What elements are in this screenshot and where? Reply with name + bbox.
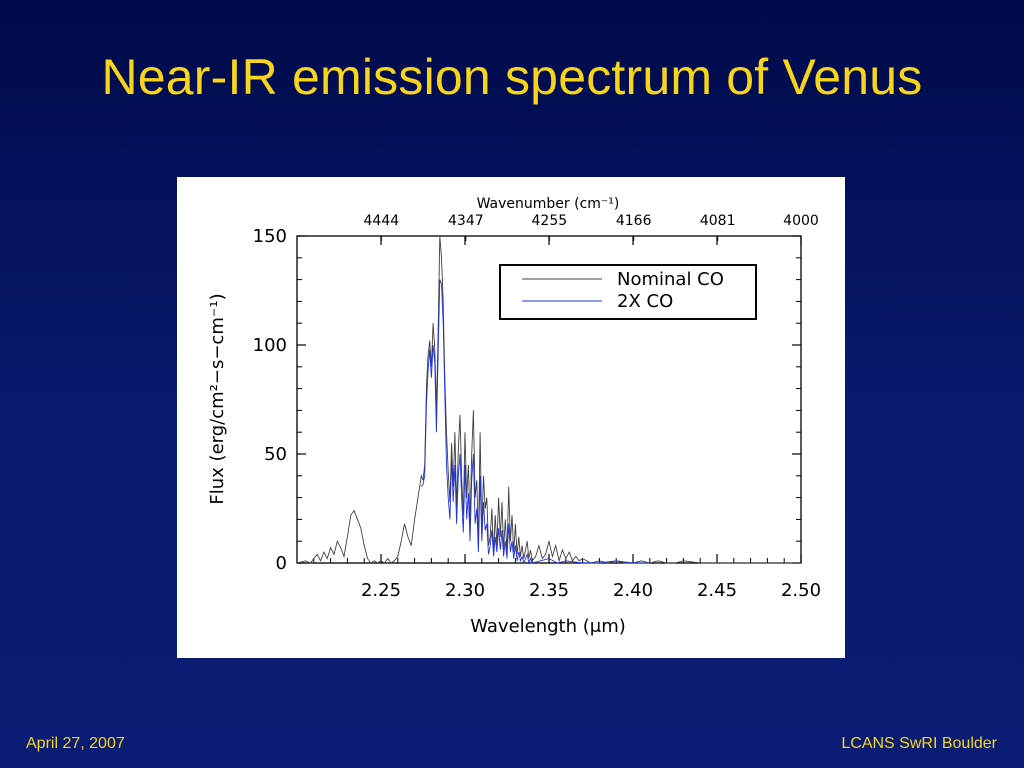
top-axis-label: Wavenumber (cm⁻¹) <box>477 196 620 212</box>
slide-title: Near-IR emission spectrum of Venus <box>101 49 923 105</box>
series-line-nominal-co <box>296 235 801 564</box>
series-group <box>296 235 801 565</box>
y-tick-label: 150 <box>253 226 287 247</box>
x-tick-label: 2.45 <box>697 580 737 601</box>
top-tick-label: 4444 <box>364 213 400 229</box>
legend-box <box>499 264 757 320</box>
legend-label-2x: 2X CO <box>617 291 673 312</box>
top-tick-label: 4166 <box>616 213 652 229</box>
y-axis-label: Flux (erg/cm²−s−cm⁻¹) <box>207 293 228 504</box>
x-tick-label: 2.30 <box>445 580 485 601</box>
spectrum-chart: 2.25 2.30 2.35 2.40 2.45 2.50 4444 4347 4255 4166… <box>207 196 821 637</box>
top-tick-label: 4347 <box>448 213 484 229</box>
footer-date: April 27, 2007 <box>26 735 125 752</box>
top-tick-label: 4000 <box>783 213 819 229</box>
legend: Nominal CO 2X CO <box>499 264 757 320</box>
series-line-2x-co <box>420 279 650 565</box>
axis-ticks: 2.25 2.30 2.35 2.40 2.45 2.50 4444 4347 4255 4166… <box>253 213 821 601</box>
y-tick-label: 0 <box>276 553 287 574</box>
x-tick-label: 2.35 <box>529 580 569 601</box>
footer-organization: LCANS SwRI Boulder <box>841 735 997 752</box>
chart-frame: 2.25 2.30 2.35 2.40 2.45 2.50 4444 4347 4255 4166… <box>177 177 845 658</box>
legend-label-nominal: Nominal CO <box>617 269 724 290</box>
x-tick-label: 2.40 <box>613 580 653 601</box>
x-tick-label: 2.50 <box>781 580 821 601</box>
top-tick-label: 4081 <box>700 213 736 229</box>
top-tick-label: 4255 <box>532 213 568 229</box>
y-tick-label: 50 <box>264 444 287 465</box>
x-axis-label: Wavelength (μm) <box>470 616 626 637</box>
y-tick-label: 100 <box>253 335 287 356</box>
x-tick-label: 2.25 <box>361 580 401 601</box>
